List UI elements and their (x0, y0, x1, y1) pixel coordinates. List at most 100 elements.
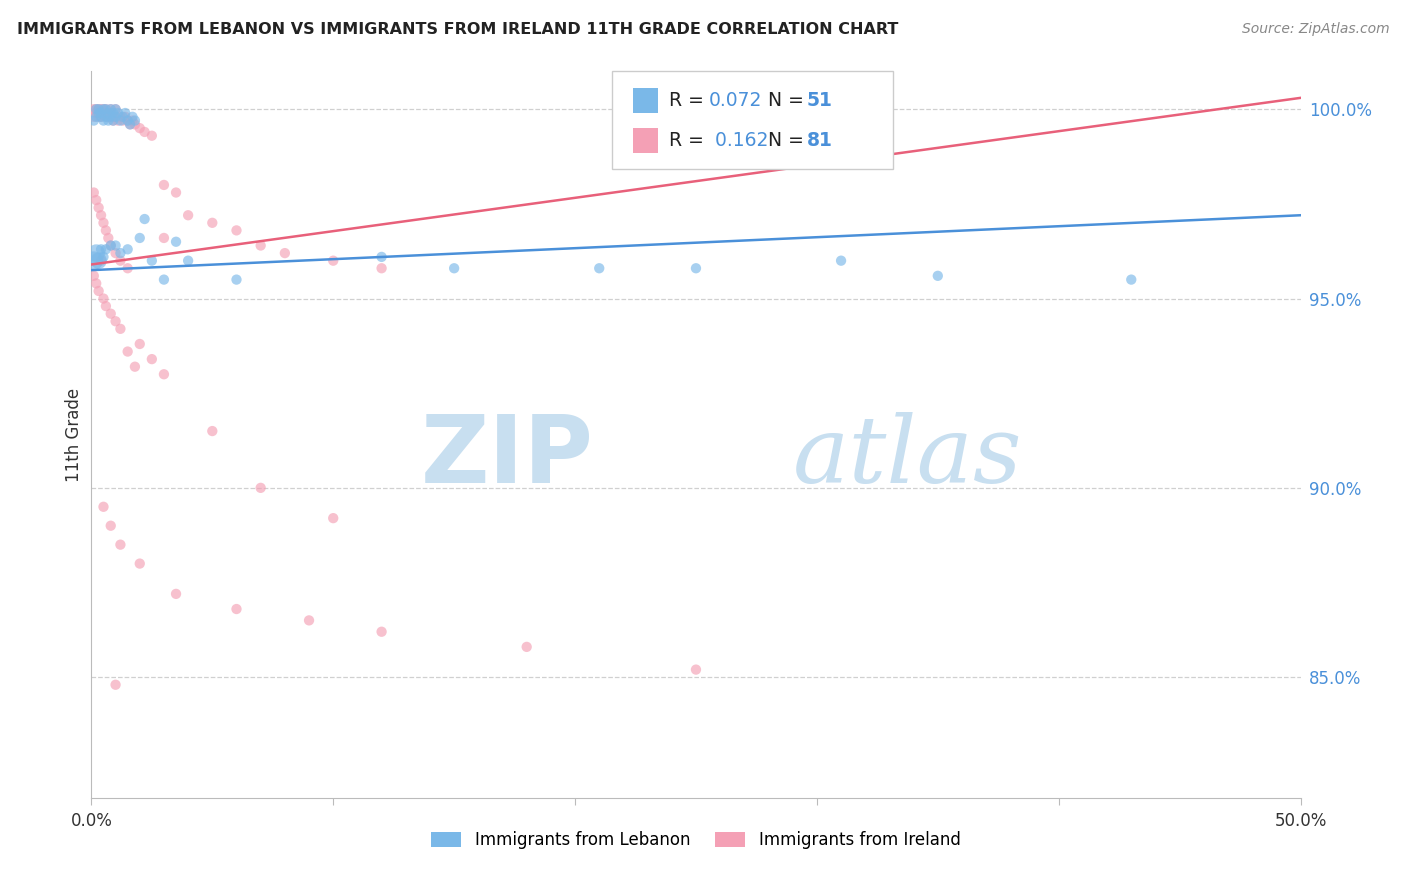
Point (90, 102, 112, 116)
Point (225, 223, 247, 237)
Point (128, 557, 150, 571)
Point (90, 243, 112, 257)
Point (100, 238, 122, 252)
Point (298, 613, 321, 627)
Point (101, 110, 124, 124)
Point (153, 231, 176, 245)
Text: 0.162: 0.162 (709, 130, 768, 150)
Point (124, 113, 146, 128)
Point (87, 102, 110, 116)
Point (90, 208, 112, 222)
Point (93, 102, 115, 116)
Point (134, 212, 156, 227)
Point (104, 314, 127, 328)
Point (100, 238, 122, 252)
Point (165, 186, 187, 200)
Point (101, 113, 124, 128)
Point (84, 106, 107, 120)
Point (100, 110, 122, 124)
Point (94, 223, 117, 237)
Point (83, 268, 105, 283)
Point (443, 261, 465, 276)
Point (249, 481, 271, 495)
Point (87, 106, 110, 120)
Point (927, 268, 949, 283)
Point (141, 352, 163, 367)
Point (87, 102, 110, 116)
Point (114, 110, 136, 124)
Point (94, 102, 117, 116)
Point (90, 106, 112, 120)
Point (100, 307, 122, 321)
Point (93, 250, 115, 264)
Text: IMMIGRANTS FROM LEBANON VS IMMIGRANTS FROM IRELAND 11TH GRADE CORRELATION CHART: IMMIGRANTS FROM LEBANON VS IMMIGRANTS FR… (17, 22, 898, 37)
Point (110, 113, 132, 128)
Point (141, 253, 163, 268)
Point (87, 110, 110, 124)
Point (121, 110, 143, 124)
Point (93, 106, 115, 120)
Point (141, 128, 163, 143)
Text: Source: ZipAtlas.com: Source: ZipAtlas.com (1241, 22, 1389, 37)
Point (93, 500, 115, 514)
Point (84, 193, 107, 207)
Point (104, 110, 127, 124)
Y-axis label: 11th Grade: 11th Grade (65, 388, 83, 482)
Point (87, 201, 110, 215)
Point (97, 110, 120, 124)
Point (100, 102, 122, 116)
Text: N =: N = (756, 130, 810, 150)
Point (93, 102, 115, 116)
Point (121, 113, 143, 128)
Point (370, 250, 392, 264)
Point (110, 538, 132, 552)
Point (249, 238, 271, 252)
Point (93, 113, 115, 128)
Point (153, 178, 176, 192)
Point (177, 253, 200, 268)
Point (225, 602, 247, 616)
Point (516, 640, 538, 654)
Point (370, 624, 392, 639)
Point (104, 110, 127, 124)
Point (128, 231, 150, 245)
Text: N =: N = (756, 91, 810, 111)
Point (117, 113, 139, 128)
Point (225, 272, 247, 286)
Legend: Immigrants from Lebanon, Immigrants from Ireland: Immigrants from Lebanon, Immigrants from… (425, 824, 967, 855)
Point (90, 253, 112, 268)
Point (87, 253, 110, 268)
Point (87, 284, 110, 298)
Point (274, 246, 297, 260)
Point (117, 243, 139, 257)
Point (117, 344, 139, 359)
Point (104, 678, 127, 692)
Point (101, 113, 124, 128)
Point (110, 253, 132, 268)
Point (84, 110, 107, 124)
Point (685, 261, 707, 276)
Point (83, 110, 105, 124)
Point (124, 117, 146, 131)
Point (97, 106, 120, 120)
Point (153, 272, 176, 286)
Point (94, 102, 117, 116)
Point (322, 511, 344, 525)
Point (120, 117, 142, 131)
Point (93, 216, 115, 230)
Point (84, 277, 107, 291)
Point (124, 359, 146, 374)
Point (107, 113, 129, 128)
Point (83, 102, 105, 116)
Text: 0.072: 0.072 (709, 91, 762, 111)
Point (93, 292, 115, 306)
Point (201, 216, 224, 230)
Point (104, 102, 127, 116)
Point (94, 110, 117, 124)
Point (97, 113, 120, 128)
Text: 51: 51 (807, 91, 832, 111)
Point (101, 106, 124, 120)
Point (110, 322, 132, 336)
Point (128, 121, 150, 136)
Point (90, 110, 112, 124)
